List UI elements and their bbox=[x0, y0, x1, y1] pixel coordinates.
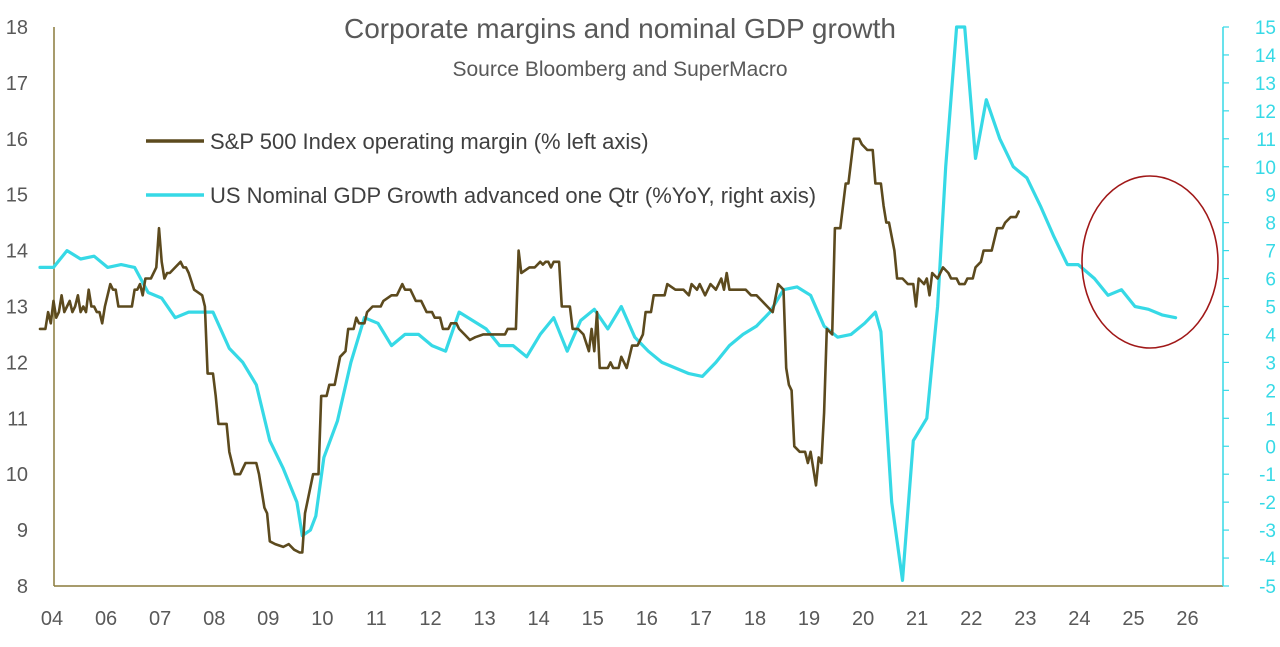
right-tick-label: 11 bbox=[1256, 130, 1276, 151]
right-tick-label: 12 bbox=[1255, 102, 1276, 123]
x-tick-label: 15 bbox=[582, 608, 604, 630]
legend-label-margin: S&P 500 Index operating margin (% left a… bbox=[210, 129, 649, 154]
x-tick-label: 08 bbox=[203, 608, 225, 630]
x-tick-label: 26 bbox=[1176, 608, 1198, 630]
series-line-operating-margin bbox=[38, 137, 1020, 554]
x-tick-label: 06 bbox=[95, 608, 117, 630]
right-tick-label: 13 bbox=[1255, 74, 1276, 95]
right-tick-label: 5 bbox=[1265, 298, 1276, 319]
chart-subtitle: Source Bloomberg and SuperMacro bbox=[452, 58, 787, 81]
x-tick-label: 19 bbox=[798, 608, 820, 630]
legend: S&P 500 Index operating margin (% left a… bbox=[146, 129, 816, 208]
right-tick-label: 9 bbox=[1265, 186, 1276, 207]
left-tick-label: 15 bbox=[6, 185, 28, 207]
chart-title: Corporate margins and nominal GDP growth bbox=[344, 13, 896, 44]
left-tick-label: 18 bbox=[6, 17, 28, 39]
series-line-nominal-gdp bbox=[38, 25, 1178, 582]
x-tick-label: 07 bbox=[149, 608, 171, 630]
x-axis-ticks: 04 06 07 08 09 10 11 12 13 14 15 16 17 18 19 20 21 22 23 24… bbox=[41, 608, 1199, 630]
left-tick-label: 10 bbox=[6, 464, 28, 486]
left-axis-ticks: 8 9 10 11 12 13 14 15 16 17 18 bbox=[6, 17, 28, 598]
right-tick-label: -5 bbox=[1259, 577, 1276, 598]
right-tick-label: 4 bbox=[1265, 325, 1276, 346]
right-tick-label: 10 bbox=[1255, 158, 1276, 179]
axes bbox=[53, 27, 1224, 587]
x-tick-label: 12 bbox=[419, 608, 441, 630]
left-tick-label: 13 bbox=[6, 297, 28, 319]
x-tick-label: 04 bbox=[41, 608, 63, 630]
x-tick-label: 25 bbox=[1122, 608, 1144, 630]
right-tick-label: -3 bbox=[1259, 521, 1276, 542]
right-tick-label: 0 bbox=[1265, 437, 1276, 458]
legend-label-gdp: US Nominal GDP Growth advanced one Qtr (… bbox=[210, 183, 816, 208]
highlight-circle-annotation bbox=[1081, 175, 1219, 349]
right-tick-label: 1 bbox=[1265, 409, 1276, 430]
right-tick-label: 6 bbox=[1265, 270, 1276, 291]
right-tick-label: 15 bbox=[1255, 18, 1276, 39]
plot-area bbox=[38, 25, 1178, 582]
x-tick-label: 21 bbox=[906, 608, 928, 630]
x-tick-label: 23 bbox=[1014, 608, 1036, 630]
left-tick-label: 8 bbox=[17, 576, 28, 598]
right-tick-label: -2 bbox=[1259, 493, 1276, 514]
left-tick-label: 12 bbox=[6, 352, 28, 374]
x-tick-label: 13 bbox=[473, 608, 495, 630]
x-tick-label: 24 bbox=[1068, 608, 1090, 630]
x-tick-label: 11 bbox=[366, 608, 387, 630]
left-tick-label: 9 bbox=[17, 520, 28, 542]
right-tick-label: 3 bbox=[1265, 353, 1276, 374]
right-tick-label: -1 bbox=[1259, 465, 1276, 486]
x-tick-label: 10 bbox=[311, 608, 333, 630]
right-tick-label: 14 bbox=[1255, 46, 1277, 67]
right-tick-label: -4 bbox=[1259, 549, 1276, 570]
right-tick-label: 8 bbox=[1265, 214, 1276, 235]
right-tick-label: 2 bbox=[1265, 381, 1276, 402]
x-tick-label: 18 bbox=[744, 608, 766, 630]
left-tick-label: 14 bbox=[6, 241, 28, 263]
x-tick-label: 09 bbox=[257, 608, 279, 630]
left-tick-label: 17 bbox=[6, 73, 28, 95]
x-tick-label: 22 bbox=[960, 608, 982, 630]
x-tick-label: 20 bbox=[852, 608, 874, 630]
x-tick-label: 17 bbox=[690, 608, 712, 630]
right-tick-label: 7 bbox=[1265, 242, 1276, 263]
x-tick-label: 14 bbox=[528, 608, 550, 630]
left-tick-label: 11 bbox=[7, 408, 28, 430]
left-tick-label: 16 bbox=[6, 129, 28, 151]
x-tick-label: 16 bbox=[636, 608, 658, 630]
